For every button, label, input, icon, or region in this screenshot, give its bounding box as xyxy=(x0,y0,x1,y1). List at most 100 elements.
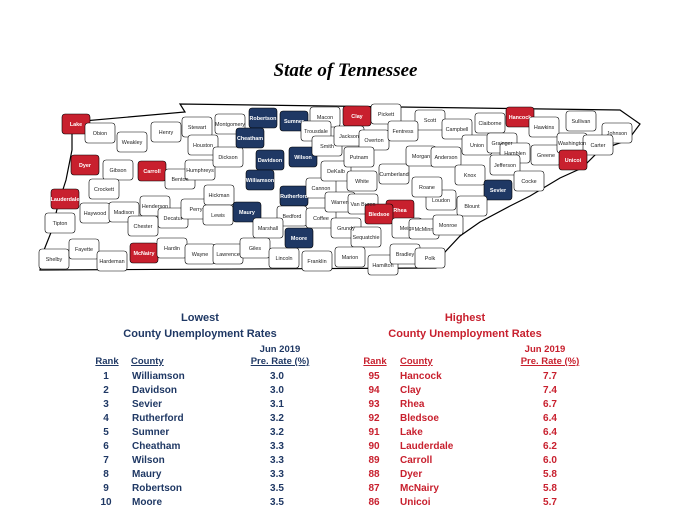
highest-row: 91 Lake 6.4 xyxy=(362,426,602,440)
county-label-bledsoe: Bledsoe xyxy=(369,212,390,218)
county-label-cumberland: Cumberland xyxy=(379,172,408,178)
county-shape-white xyxy=(346,170,378,192)
lowest-row: 8 Maury 3.3 xyxy=(94,468,334,482)
county-label-lauderdale: Lauderdale xyxy=(51,197,80,203)
lowest-rate: 3.0 xyxy=(270,385,284,396)
highest-rank: 89 xyxy=(368,455,380,466)
lowest-rate: 3.5 xyxy=(270,483,284,494)
county-shape-dyer xyxy=(70,154,100,176)
lowest-county-header: County xyxy=(131,356,164,367)
county-shape-marion xyxy=(334,246,366,268)
county-label-grainger: Grainger xyxy=(492,141,513,147)
county-label-hamilton: Hamilton xyxy=(372,263,393,269)
county-shape-fayette xyxy=(68,238,100,260)
highest-table-heading: Highest County Unemployment Rates xyxy=(360,310,570,342)
county-label-warren: Warren xyxy=(331,200,348,206)
county-shape-putnam xyxy=(343,146,375,168)
county-label-campbell: Campbell xyxy=(446,127,469,133)
highest-rank: 87 xyxy=(368,483,380,494)
lowest-county: Moore xyxy=(132,497,162,508)
highest-county: Dyer xyxy=(400,469,423,480)
lowest-heading-line2: County Unemployment Rates xyxy=(123,328,277,340)
lowest-county: Maury xyxy=(132,469,162,480)
highest-rank: 86 xyxy=(368,497,380,508)
county-label-lawrence: Lawrence xyxy=(216,252,239,258)
highest-heading-line2: County Unemployment Rates xyxy=(388,328,542,340)
county-label-franklin: Franklin xyxy=(307,259,326,265)
county-label-carroll: Carroll xyxy=(143,169,161,175)
highest-rank: 91 xyxy=(368,427,380,438)
lowest-rank: 5 xyxy=(103,427,109,438)
county-label-monroe: Monroe xyxy=(439,223,457,229)
county-label-overton: Overton xyxy=(364,138,383,144)
lowest-row: 9 Robertson 3.5 xyxy=(94,482,334,496)
county-shape-giles xyxy=(239,237,271,259)
county-shape-chester xyxy=(127,215,159,237)
county-label-bradley: Bradley xyxy=(396,252,415,258)
highest-row: 95 Hancock 7.7 xyxy=(362,370,602,384)
county-shape-lauderdale xyxy=(50,188,80,210)
county-shape-jefferson xyxy=(489,154,521,176)
county-label-obion: Obion xyxy=(93,131,107,137)
lowest-rank: 8 xyxy=(103,469,109,480)
county-label-meigs: Meigs xyxy=(400,226,415,232)
highest-county: Carroll xyxy=(400,455,433,466)
lowest-county: Rutherford xyxy=(132,413,184,424)
county-label-montgomery: Montgomery xyxy=(215,122,245,128)
county-label-rhea: Rhea xyxy=(393,208,407,214)
county-label-cheatham: Cheatham xyxy=(237,136,263,142)
county-shape-knox xyxy=(454,164,486,186)
lowest-rank: 9 xyxy=(103,483,109,494)
highest-row: 90 Lauderdale 6.2 xyxy=(362,440,602,454)
lowest-row: 1 Williamson 3.0 xyxy=(94,370,334,384)
county-shape-lincoln xyxy=(268,247,300,269)
highest-county: Hancock xyxy=(400,371,442,382)
lowest-rate: 3.0 xyxy=(270,371,284,382)
tennessee-county-map: Lake Obion Weakley Henry Stewart Montgomery Ro… xyxy=(38,103,641,276)
county-shape-sequatchie xyxy=(350,226,382,248)
county-label-moore: Moore xyxy=(291,236,307,242)
lowest-rank: 2 xyxy=(103,385,109,396)
highest-rate: 5.8 xyxy=(543,469,557,480)
county-shape-bledsoe xyxy=(364,203,394,225)
county-label-weakley: Weakley xyxy=(122,140,143,146)
highest-county: Lauderdale xyxy=(400,441,454,452)
county-shape-henry xyxy=(150,121,182,143)
lowest-row: 2 Davidson 3.0 xyxy=(94,384,334,398)
highest-rank-header: Rank xyxy=(363,356,387,367)
county-shape-wilson xyxy=(288,146,318,168)
county-shape-polk xyxy=(414,247,446,269)
county-label-fayette: Fayette xyxy=(75,247,93,253)
highest-row: 93 Rhea 6.7 xyxy=(362,398,602,412)
highest-rate: 6.0 xyxy=(543,455,557,466)
county-shape-monroe xyxy=(432,214,464,236)
county-label-benton: Benton xyxy=(171,177,188,183)
lowest-county: Sumner xyxy=(132,427,170,438)
county-shape-blount xyxy=(456,195,488,217)
highest-row: 86 Unicoi 5.7 xyxy=(362,496,602,510)
lowest-row: 3 Sevier 3.1 xyxy=(94,398,334,412)
county-shape-obion xyxy=(84,122,116,144)
county-label-tipton: Tipton xyxy=(53,221,68,227)
county-shape-unicoi xyxy=(558,149,588,171)
county-label-williamson: Williamson xyxy=(246,178,274,184)
county-label-rutherford: Rutherford xyxy=(280,194,308,200)
county-label-cannon: Cannon xyxy=(312,186,331,192)
county-label-loudon: Loudon xyxy=(432,198,450,204)
county-label-hickman: Hickman xyxy=(209,193,230,199)
county-label-polk: Polk xyxy=(425,256,436,262)
highest-county-header: County xyxy=(400,356,433,367)
highest-rank: 88 xyxy=(368,469,380,480)
highest-row: 89 Carroll 6.0 xyxy=(362,454,602,468)
lowest-rate: 3.2 xyxy=(270,413,284,424)
county-label-perry: Perry xyxy=(190,207,203,213)
county-label-shelby: Shelby xyxy=(46,257,63,263)
highest-rate: 6.2 xyxy=(543,441,557,452)
county-label-morgan: Morgan xyxy=(412,154,430,160)
highest-county: Lake xyxy=(400,427,423,438)
lowest-row: 7 Wilson 3.3 xyxy=(94,454,334,468)
county-label-coffee: Coffee xyxy=(313,216,329,222)
county-label-jackson: Jackson xyxy=(339,134,359,140)
lowest-table-heading: Lowest County Unemployment Rates xyxy=(95,310,305,342)
highest-rate-header-line1: Jun 2019 xyxy=(524,344,566,355)
